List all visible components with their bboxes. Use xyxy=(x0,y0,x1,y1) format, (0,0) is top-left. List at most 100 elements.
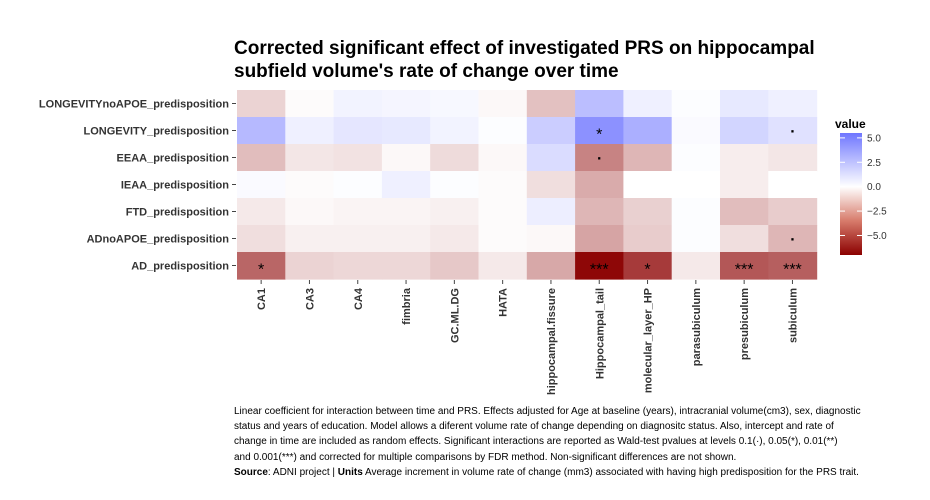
heatmap-cell xyxy=(720,225,769,253)
heatmap-cell xyxy=(623,225,673,253)
colorbar-tick-label: −2.5 xyxy=(867,207,887,218)
heatmap-cell xyxy=(333,252,383,280)
heatmap-cell xyxy=(720,117,769,145)
colorbar-title: value xyxy=(835,117,866,131)
heatmap-cell xyxy=(333,198,383,226)
row-label: FTD_predisposition xyxy=(126,207,230,219)
column-labels: CA1 CA3 CA4 fimbria GC.ML.DG HATA hippocampal.… xyxy=(256,280,799,395)
heatmap-cell xyxy=(333,90,383,118)
heatmap-cell xyxy=(478,171,528,199)
units-label: Units xyxy=(337,466,363,478)
figure-caption: Linear coefficient for interaction betwe… xyxy=(234,404,924,480)
heatmap-cell xyxy=(671,252,721,280)
heatmap-cell xyxy=(381,252,431,280)
heatmap-cell xyxy=(623,90,673,118)
row-label: AD_predisposition xyxy=(131,261,229,273)
heatmap-cell xyxy=(575,117,624,145)
column-label: GC.ML.DG xyxy=(449,288,461,343)
heatmap-cell xyxy=(768,117,818,145)
heatmap-cell xyxy=(478,117,528,145)
heatmap-cell xyxy=(720,90,769,118)
caption-source-line: Source: ADNI project | Units Average inc… xyxy=(234,465,924,480)
heatmap-cell xyxy=(478,90,528,118)
heatmap-cell xyxy=(381,117,431,145)
heatmap-chart: Corrected significant effect of investig… xyxy=(39,38,887,395)
heatmap-cell xyxy=(720,198,769,226)
units-text: Average increment in volume rate of chan… xyxy=(362,466,859,478)
column-label: CA1 xyxy=(256,288,268,310)
heatmap-cell xyxy=(237,171,286,199)
column-label: fimbria xyxy=(401,287,413,325)
heatmap-cell xyxy=(285,198,335,226)
heatmap-cell xyxy=(671,171,721,199)
heatmap-cell xyxy=(237,225,286,253)
heatmap-cell xyxy=(285,90,335,118)
heatmap-cell xyxy=(671,90,721,118)
heatmap-cell xyxy=(575,171,624,199)
significance-marker: . xyxy=(790,228,794,245)
heatmap-cell xyxy=(526,171,576,199)
heatmap-cell xyxy=(768,171,818,199)
significance-marker: *** xyxy=(783,262,802,279)
heatmap-cell xyxy=(430,198,480,226)
heatmap-cell xyxy=(430,90,480,118)
significance-marker: . xyxy=(597,147,601,164)
heatmap-cell xyxy=(285,225,335,253)
heatmap-cell xyxy=(381,90,431,118)
heatmap-cell xyxy=(623,117,673,145)
row-label: LONGEVITYnoAPOE_predisposition xyxy=(39,99,229,111)
heatmap-cell xyxy=(671,144,721,172)
heatmap-cell xyxy=(575,144,624,172)
colorbar-tick-label: −5.0 xyxy=(867,231,887,242)
heatmap-cell xyxy=(720,252,769,280)
column-label: molecular_layer_HP xyxy=(643,288,655,393)
heatmap-cell xyxy=(381,144,431,172)
heatmap-cell xyxy=(381,198,431,226)
heatmap-cell xyxy=(381,225,431,253)
column-label: subiculum xyxy=(787,288,799,343)
heatmap-cell xyxy=(430,225,480,253)
row-label: EEAA_predisposition xyxy=(117,153,230,165)
caption-line-4: and 0.001(***) and corrected for multipl… xyxy=(234,451,737,463)
heatmap-cell xyxy=(720,171,769,199)
heatmap-cell xyxy=(430,117,480,145)
heatmap-cell xyxy=(478,225,528,253)
heatmap-cell xyxy=(478,252,528,280)
row-labels: LONGEVITYnoAPOE_predisposition LONGEVITY_… xyxy=(39,99,236,273)
heatmap-cell xyxy=(333,171,383,199)
column-label: CA3 xyxy=(304,288,316,310)
heatmap-cell xyxy=(430,252,480,280)
heatmap-cell xyxy=(575,198,624,226)
heatmap-cell xyxy=(285,144,335,172)
column-label: Hippocampal_tail xyxy=(594,288,606,379)
heatmap-cell xyxy=(285,252,335,280)
colorbar-tick-label: 5.0 xyxy=(867,133,881,144)
heatmap-cell xyxy=(671,225,721,253)
heatmap-cell xyxy=(430,144,480,172)
heatmap-cell xyxy=(333,144,383,172)
significance-marker: * xyxy=(258,262,264,279)
heatmap-cell xyxy=(430,171,480,199)
heatmap-cell xyxy=(768,252,818,280)
heatmap-cell xyxy=(285,117,335,145)
heatmap-cell xyxy=(720,144,769,172)
column-label: HATA xyxy=(498,288,510,317)
heatmap-cell xyxy=(237,252,286,280)
heatmap-cell xyxy=(623,198,673,226)
colorbar-tick-label: 2.5 xyxy=(867,158,881,169)
heatmap-cell xyxy=(768,198,818,226)
caption-line-2: status and years of education. Model all… xyxy=(234,421,834,433)
heatmap-cell xyxy=(526,225,576,253)
source-text: : ADNI project | xyxy=(267,466,338,478)
column-label: hippocampal.fissure xyxy=(546,288,558,395)
heatmap-cell xyxy=(478,144,528,172)
colorbar-tick-label: 0.0 xyxy=(867,182,881,193)
significance-marker: * xyxy=(644,262,650,279)
row-label: ADnoAPOE_predisposition xyxy=(87,234,230,246)
column-label: presubiculum xyxy=(739,288,751,360)
heatmap-cell xyxy=(671,117,721,145)
heatmap-cell xyxy=(623,144,673,172)
heatmap-cell xyxy=(575,225,624,253)
caption-line-1: Linear coefficient for interaction betwe… xyxy=(234,406,861,417)
row-label: LONGEVITY_predisposition xyxy=(84,126,230,138)
